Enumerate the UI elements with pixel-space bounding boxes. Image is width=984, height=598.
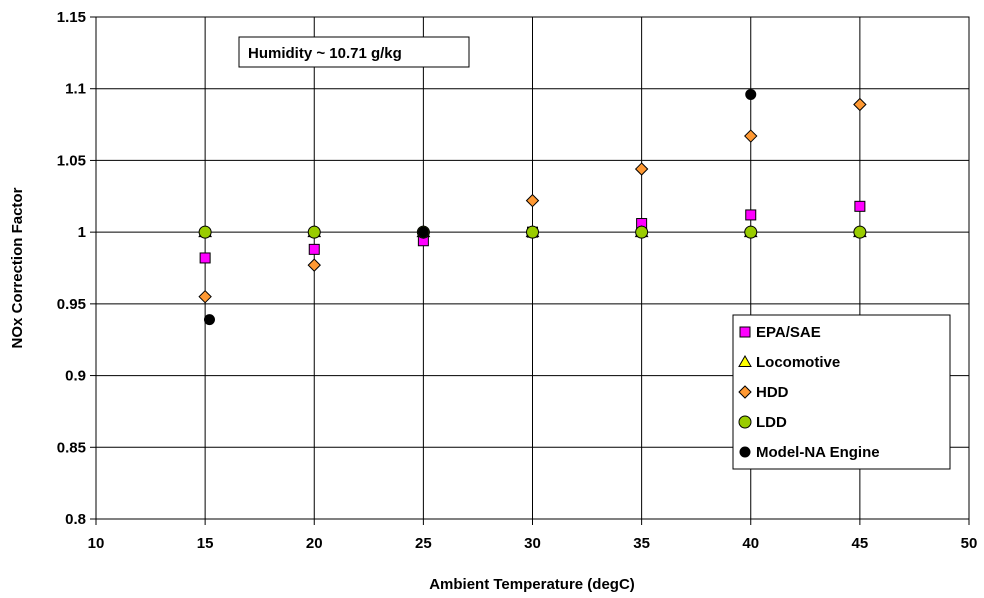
- x-tick-label: 20: [306, 535, 323, 552]
- y-tick-labels: 0.8 0.85 0.9 0.95 1 1.05 1.1 1.15: [57, 9, 86, 528]
- legend-label: LDD: [756, 414, 787, 431]
- y-tick-label: 0.8: [65, 511, 86, 528]
- data-point: [853, 225, 867, 239]
- annotation-text: Humidity ~ 10.71 g/kg: [248, 45, 402, 62]
- data-point: [634, 162, 649, 176]
- y-tick-label: 0.85: [57, 439, 86, 456]
- data-point: [198, 225, 212, 239]
- data-point: [308, 243, 320, 255]
- y-tick-label: 1.15: [57, 9, 86, 26]
- legend-marker: [738, 415, 752, 429]
- annotation-box: [238, 36, 470, 68]
- legend: EPA/SAE Locomotive HDD LDD Model-NA Engine: [732, 314, 951, 470]
- y-tick-label: 0.95: [57, 296, 86, 313]
- series-model-na-engine: [203, 88, 757, 326]
- axis-ticks: [90, 16, 970, 525]
- data-point: [853, 97, 867, 112]
- x-tick-labels: 10 15 20 25 30 35 40 45 50: [88, 535, 978, 552]
- data-point: [198, 289, 212, 304]
- x-tick-label: 10: [88, 535, 105, 552]
- data-point: [525, 193, 540, 208]
- legend-label: Model-NA Engine: [756, 444, 880, 461]
- x-tick-label: 45: [852, 535, 869, 552]
- data-point: [744, 129, 758, 143]
- series-ldd: [198, 225, 867, 239]
- humidity-annotation: Humidity ~ 10.71 g/kg: [238, 36, 470, 68]
- data-point: [417, 226, 429, 238]
- data-point: [199, 252, 211, 264]
- y-tick-label: 1.05: [57, 152, 86, 169]
- legend-marker: [738, 385, 752, 399]
- x-tick-label: 50: [961, 535, 978, 552]
- data-point: [307, 225, 321, 239]
- x-tick-label: 25: [415, 535, 432, 552]
- data-point: [745, 209, 757, 221]
- x-tick-label: 30: [524, 535, 541, 552]
- data-point: [526, 225, 539, 239]
- x-tick-label: 40: [742, 535, 759, 552]
- y-axis-title: NOx Correction Factor: [9, 187, 26, 348]
- y-tick-label: 0.9: [65, 368, 86, 385]
- data-point: [854, 200, 866, 212]
- data-point: [203, 314, 215, 326]
- legend-label: EPA/SAE: [756, 324, 821, 341]
- legend-marker: [738, 354, 752, 367]
- legend-marker: [739, 326, 751, 338]
- legend-label: Locomotive: [756, 354, 840, 371]
- legend-label: HDD: [756, 384, 789, 401]
- legend-marker: [739, 446, 751, 458]
- y-tick-label: 1.1: [65, 81, 86, 98]
- data-series: [198, 88, 867, 326]
- x-tick-label: 15: [197, 535, 214, 552]
- data-point: [635, 225, 649, 239]
- x-axis-title: Ambient Temperature (degC): [429, 576, 635, 593]
- x-tick-label: 35: [633, 535, 650, 552]
- data-point: [744, 225, 758, 239]
- y-tick-label: 1: [78, 224, 86, 241]
- data-point: [745, 88, 757, 100]
- data-point: [307, 258, 321, 272]
- legend-box: [732, 314, 951, 470]
